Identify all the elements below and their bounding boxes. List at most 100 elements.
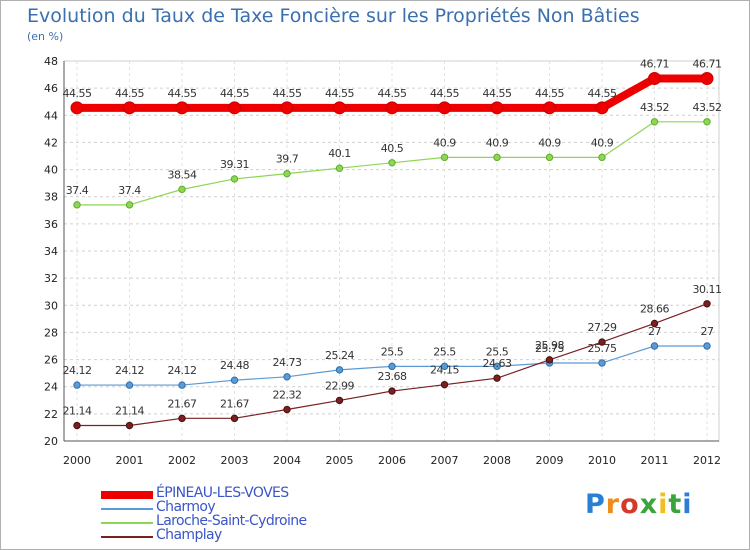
data-point: [283, 373, 291, 381]
data-label: 24.12: [115, 364, 144, 377]
data-point: [283, 405, 291, 414]
chart-title: Evolution du Taux de Taxe Foncière sur l…: [27, 5, 640, 27]
data-label: 44.55: [378, 87, 407, 100]
data-point: [440, 153, 449, 162]
data-label: 44.55: [483, 87, 512, 100]
data-point: [598, 359, 606, 367]
data-point: [73, 201, 81, 209]
data-label: 24.15: [430, 364, 459, 377]
data-label: 21.14: [115, 405, 144, 418]
data-label: 23.68: [378, 370, 407, 383]
data-point: [650, 319, 659, 328]
y-tick-label: 26: [44, 354, 58, 367]
data-point: [490, 101, 504, 115]
y-tick-label: 48: [44, 55, 58, 68]
data-point: [123, 101, 136, 115]
data-label: 25.24: [325, 349, 354, 362]
data-label: 44.55: [273, 87, 302, 100]
legend-label: Charmoy: [156, 499, 216, 515]
x-tick-label: 2002: [168, 454, 196, 467]
x-tick-label: 2000: [63, 454, 91, 467]
data-point: [385, 101, 399, 115]
legend-label: Champlay: [156, 527, 222, 543]
x-tick-label: 2010: [588, 454, 616, 467]
data-point: [283, 169, 291, 178]
data-label: 28.66: [640, 302, 669, 315]
data-point: [703, 118, 711, 126]
x-tick-label: 2006: [378, 454, 406, 467]
data-point: [438, 101, 451, 115]
data-point: [700, 72, 714, 86]
data-point: [703, 300, 711, 308]
data-label: 44.55: [588, 87, 617, 100]
data-point: [333, 101, 346, 115]
data-label: 30.11: [693, 283, 722, 296]
data-label: 22.99: [325, 379, 354, 392]
data-point: [228, 101, 241, 115]
legend-label: ÉPINEAU-LES-VOVES: [156, 485, 289, 501]
data-label: 39.31: [220, 158, 249, 171]
y-tick-label: 40: [44, 164, 58, 177]
data-label: 27: [701, 325, 714, 338]
data-point: [335, 396, 344, 405]
y-tick-label: 20: [44, 435, 58, 448]
data-label: 25.5: [433, 345, 456, 358]
x-tick-label: 2007: [431, 454, 459, 467]
data-point: [73, 421, 81, 430]
y-tick-label: 32: [44, 272, 58, 285]
data-label: 25.5: [486, 345, 509, 358]
data-label: 38.54: [168, 168, 197, 181]
data-label: 40.9: [538, 136, 561, 149]
x-tick-label: 2008: [483, 454, 511, 467]
x-tick-label: 2011: [641, 454, 669, 467]
data-label: 40.1: [328, 147, 351, 160]
data-point: [335, 164, 344, 172]
data-point: [230, 376, 239, 384]
data-point: [493, 374, 501, 382]
x-tick-label: 2005: [326, 454, 354, 467]
data-point: [598, 338, 606, 346]
x-tick-label: 2004: [273, 454, 301, 467]
data-point: [125, 201, 134, 209]
chart-unit-label: (en %): [27, 30, 64, 43]
x-tick-label: 2001: [116, 454, 144, 467]
data-label: 24.12: [63, 364, 92, 377]
data-label: 25.75: [588, 342, 617, 355]
y-tick-label: 46: [44, 82, 58, 95]
data-label: 24.63: [483, 357, 512, 370]
data-label: 44.55: [325, 87, 354, 100]
data-label: 40.9: [591, 136, 614, 149]
y-tick-label: 30: [44, 299, 58, 312]
data-label: 37.4: [118, 184, 141, 197]
data-point: [388, 362, 396, 371]
y-tick-label: 42: [44, 136, 58, 149]
data-point: [388, 159, 396, 167]
data-point: [703, 342, 711, 350]
data-point: [648, 72, 661, 86]
data-point: [440, 362, 449, 371]
data-point: [178, 381, 186, 389]
data-label: 21.14: [63, 405, 92, 418]
legend-swatch: [101, 522, 153, 524]
data-point: [650, 118, 659, 126]
data-label: 27.29: [588, 321, 617, 334]
data-label: 40.9: [433, 136, 456, 149]
legend-swatch: [101, 491, 153, 499]
y-tick-label: 28: [44, 326, 58, 339]
data-label: 44.55: [168, 87, 197, 100]
data-point: [493, 362, 501, 371]
legend-label: Laroche-Saint-Cydroine: [156, 513, 307, 529]
data-label: 43.52: [640, 101, 669, 114]
data-point: [335, 366, 344, 374]
data-label: 21.67: [220, 397, 249, 410]
data-label: 25.75: [535, 342, 564, 355]
data-label: 25.5: [381, 345, 404, 358]
data-label: 40.9: [486, 136, 509, 149]
data-point: [598, 153, 606, 162]
x-tick-label: 2012: [693, 454, 721, 467]
data-label: 21.67: [168, 397, 197, 410]
data-point: [440, 380, 449, 389]
y-tick-label: 24: [44, 381, 58, 394]
data-label: 25.98: [535, 339, 564, 352]
data-point: [545, 356, 554, 364]
